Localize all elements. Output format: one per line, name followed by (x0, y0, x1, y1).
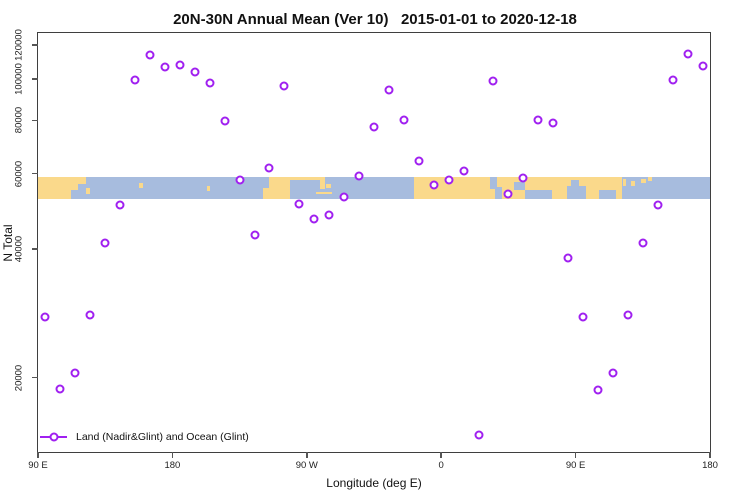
data-point (638, 238, 648, 248)
x-axis-tick (709, 452, 711, 458)
data-point (488, 76, 498, 86)
world-map-band (38, 176, 710, 199)
data-point (369, 122, 379, 132)
data-point (130, 75, 140, 85)
y-axis-tick-label: 40000 (13, 235, 25, 263)
data-point (70, 368, 80, 378)
data-point (459, 166, 469, 176)
x-axis-title: Longitude (deg E) (326, 476, 422, 490)
data-point (683, 49, 693, 59)
land-segment (648, 176, 653, 181)
x-axis-tick-label: 90 E (28, 460, 48, 471)
data-point (220, 116, 230, 126)
data-point (474, 430, 484, 440)
y-axis-tick (32, 44, 38, 46)
water-segment (70, 189, 86, 199)
land-segment (622, 179, 627, 187)
land-segment (320, 176, 326, 189)
water-segment (571, 180, 579, 199)
data-point (518, 173, 528, 183)
legend-line-sample (40, 432, 67, 442)
x-axis-tick (440, 452, 442, 458)
data-point (309, 214, 319, 224)
land-segment (315, 191, 333, 195)
data-point (533, 115, 543, 125)
data-point (250, 230, 260, 240)
water-segment (263, 176, 270, 188)
data-point (55, 384, 65, 394)
data-point (503, 189, 513, 199)
water-segment (524, 190, 552, 199)
chart-title: 20N-30N Annual Mean (Ver 10) 2015-01-01 … (173, 11, 577, 28)
water-segment (514, 181, 525, 191)
y-axis-tick-label: 100000 (13, 62, 25, 95)
y-axis-tick (32, 172, 38, 175)
data-point (205, 78, 215, 88)
data-point (593, 385, 603, 395)
data-point (384, 85, 394, 95)
data-point (668, 75, 678, 85)
y-axis-tick (32, 248, 38, 250)
land-segment (326, 184, 331, 188)
data-point (324, 210, 334, 220)
plot-area: 20000 40000 60000 80000 100000 120000 90 E 180 9… (14, 29, 718, 471)
x-axis-tick-label: 180 (702, 460, 718, 471)
data-point (653, 200, 663, 210)
land-segment (263, 176, 291, 199)
data-point (563, 253, 573, 263)
land-segment (85, 187, 91, 194)
land-segment (206, 186, 211, 192)
y-axis-tick (32, 78, 38, 80)
land-segment (641, 178, 646, 183)
open-circle-icon (49, 432, 58, 442)
data-point (264, 163, 274, 173)
x-axis-tick (574, 452, 577, 458)
x-axis-tick (171, 452, 174, 458)
data-point (698, 61, 708, 71)
data-point (175, 60, 185, 70)
y-axis-tick (32, 119, 38, 121)
x-axis-tick (306, 452, 308, 458)
y-axis-tick-label: 80000 (13, 107, 25, 134)
x-axis-tick-label: 0 (438, 460, 444, 471)
legend: Land (Nadir&Glint) and Ocean (Glint) (40, 430, 249, 444)
y-axis-tick-label: 60000 (13, 160, 25, 187)
data-point (399, 115, 409, 125)
data-point (339, 192, 349, 202)
y-axis-tick-label: 120000 (13, 29, 25, 61)
data-point (608, 368, 618, 378)
data-point (85, 310, 95, 319)
data-point (235, 175, 245, 185)
data-point (414, 156, 424, 166)
land-segment (138, 182, 144, 188)
water-segment (78, 183, 86, 190)
data-point (623, 310, 633, 319)
data-point (100, 238, 110, 248)
data-point (279, 81, 289, 91)
data-point (190, 67, 200, 77)
data-point (145, 50, 155, 60)
data-point (429, 180, 439, 190)
data-point (354, 171, 364, 181)
x-axis-tick (37, 452, 39, 458)
water-segment (490, 176, 498, 189)
data-point (160, 62, 170, 72)
land-segment (630, 181, 636, 186)
data-point (40, 312, 50, 321)
data-point (115, 200, 125, 210)
y-axis-tick-label: 20000 (13, 364, 25, 391)
data-point (294, 199, 304, 209)
x-axis-tick-label: 90 E (565, 460, 586, 471)
legend-label: Land (Nadir&Glint) and Ocean (Glint) (76, 431, 249, 443)
land-segment (290, 176, 324, 181)
water-segment (494, 186, 502, 199)
water-segment (599, 189, 616, 199)
x-axis-tick-label: 90 W (295, 460, 318, 471)
data-point (444, 175, 454, 185)
x-axis-tick-label: 180 (164, 460, 181, 471)
y-axis-tick (32, 376, 38, 379)
data-point (578, 312, 588, 321)
data-point (548, 118, 558, 128)
